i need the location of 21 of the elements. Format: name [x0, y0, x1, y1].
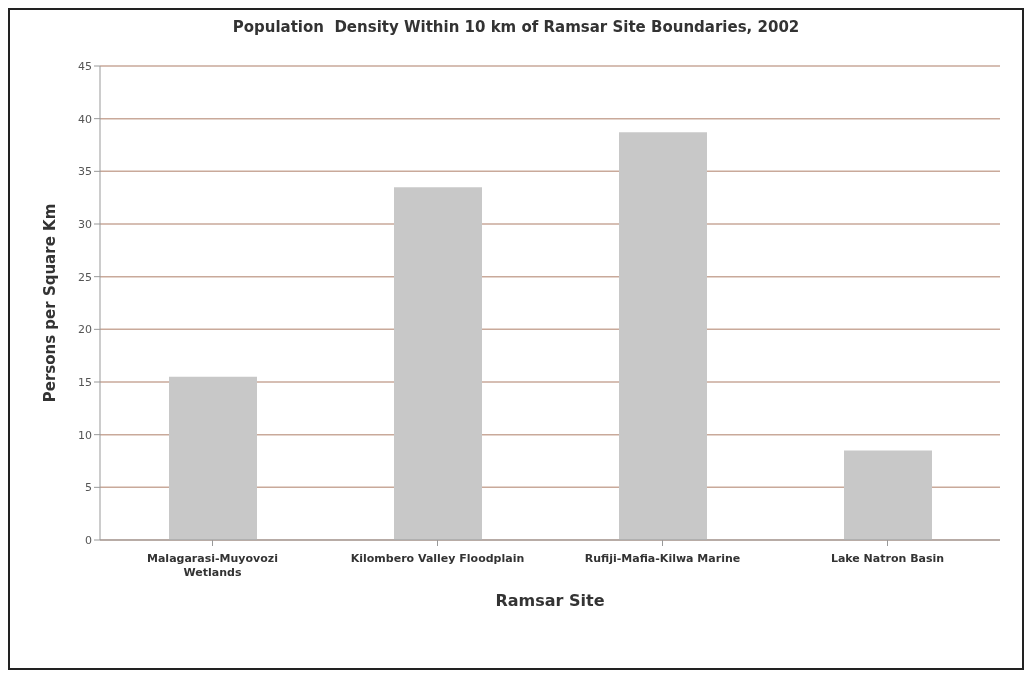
y-tick-label: 20 — [78, 323, 92, 337]
y-tick-label: 30 — [78, 217, 92, 231]
y-tick-label: 0 — [85, 533, 92, 547]
y-tick-label: 45 — [78, 59, 92, 73]
x-tick-label: Lake Natron Basin — [830, 552, 945, 565]
bar — [394, 187, 482, 540]
y-axis-title: Persons per Square Km — [41, 203, 60, 403]
y-tick-label: 25 — [78, 270, 92, 284]
y-tick-label: 5 — [85, 481, 92, 495]
bar — [619, 132, 707, 540]
y-tick-label: 15 — [78, 375, 92, 389]
y-tick-label: 10 — [78, 428, 92, 442]
chart-title: Population Density Within 10 km of Ramsar Site Boundaries, 2002 — [231, 18, 801, 36]
x-tick-label: Malagarasi-Muyovozi Wetlands — [147, 552, 278, 579]
y-tick-label: 35 — [78, 165, 92, 179]
bar — [169, 376, 257, 540]
x-axis-title: Ramsar Site — [495, 591, 605, 610]
x-tick-label: Kilombero Valley Floodplain — [350, 552, 525, 565]
bar — [844, 450, 932, 540]
y-tick-label: 40 — [78, 112, 92, 126]
x-tick-label: Rufiji-Mafia-Kilwa Marine — [584, 552, 741, 565]
